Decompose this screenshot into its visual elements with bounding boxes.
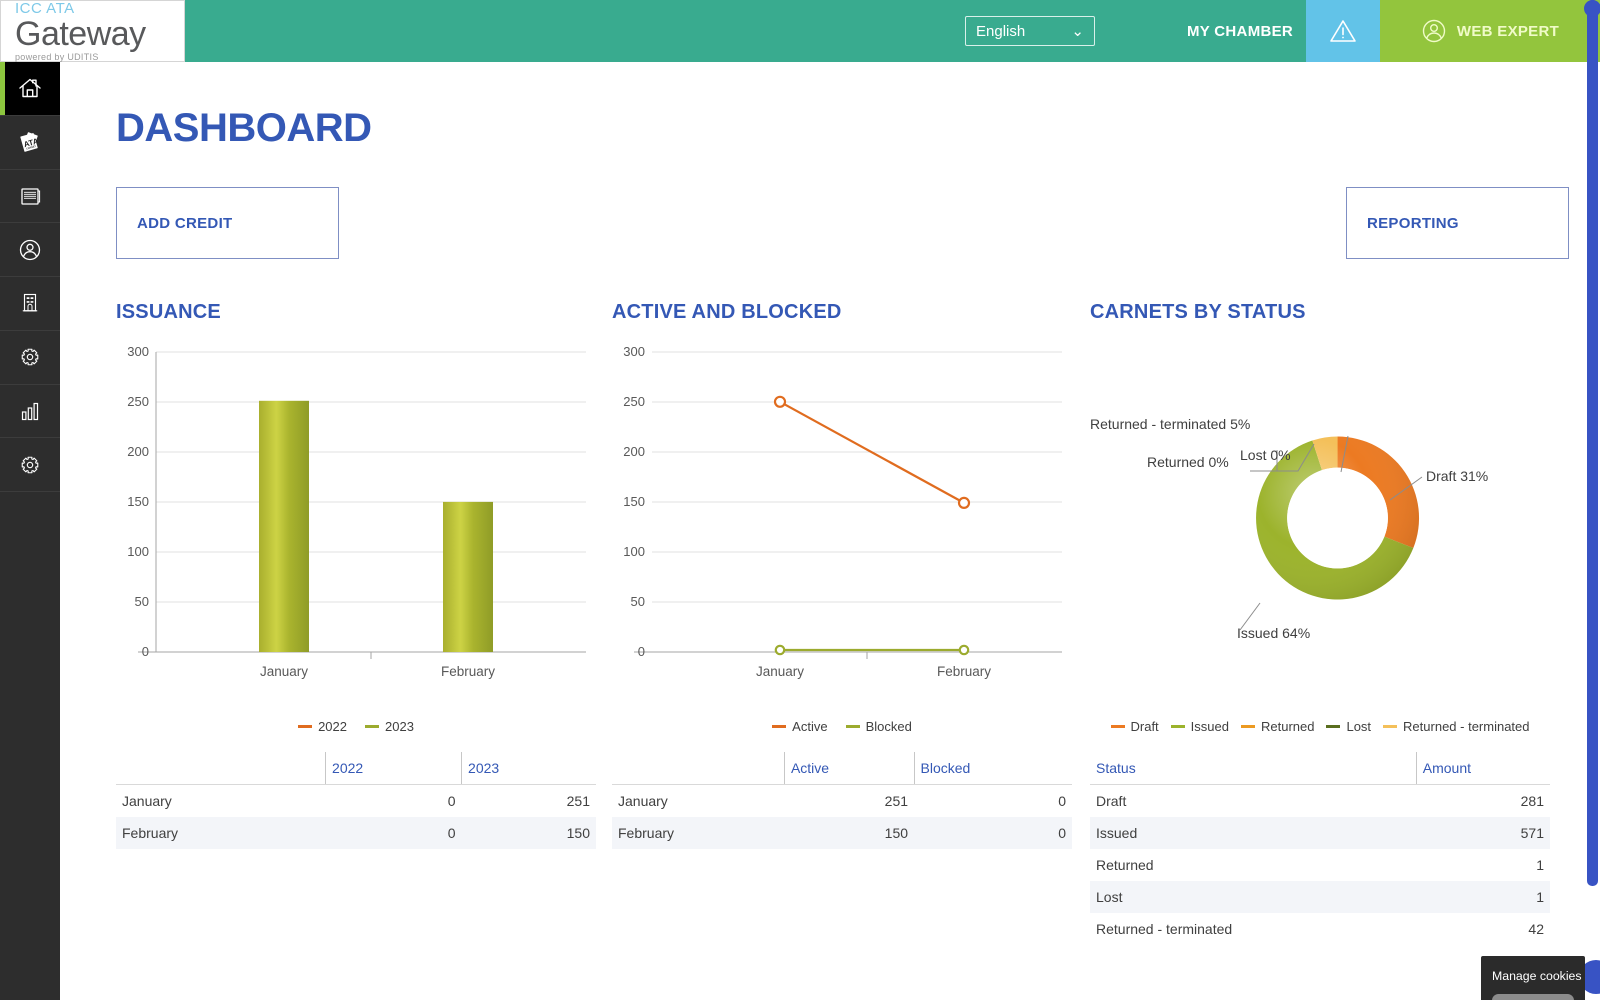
svg-text:0: 0 xyxy=(638,644,645,659)
svg-text:January: January xyxy=(756,664,804,679)
svg-text:January: January xyxy=(260,664,308,679)
svg-text:Returned 0%: Returned 0% xyxy=(1147,454,1229,470)
svg-text:100: 100 xyxy=(127,544,149,559)
svg-text:250: 250 xyxy=(623,394,645,409)
svg-text:Lost 0%: Lost 0% xyxy=(1240,447,1291,463)
svg-text:0: 0 xyxy=(142,644,149,659)
svg-text:Draft 31%: Draft 31% xyxy=(1426,468,1488,484)
svg-text:February: February xyxy=(441,664,495,679)
svg-text:200: 200 xyxy=(127,444,149,459)
svg-text:150: 150 xyxy=(623,494,645,509)
svg-text:50: 50 xyxy=(135,594,149,609)
svg-text:150: 150 xyxy=(127,494,149,509)
svg-text:Returned - terminated 5%: Returned - terminated 5% xyxy=(1090,416,1250,432)
svg-text:300: 300 xyxy=(623,344,645,359)
svg-text:February: February xyxy=(937,664,991,679)
svg-text:100: 100 xyxy=(623,544,645,559)
svg-text:200: 200 xyxy=(623,444,645,459)
svg-text:300: 300 xyxy=(127,344,149,359)
svg-text:250: 250 xyxy=(127,394,149,409)
svg-text:Issued 64%: Issued 64% xyxy=(1237,625,1310,641)
svg-text:50: 50 xyxy=(631,594,645,609)
